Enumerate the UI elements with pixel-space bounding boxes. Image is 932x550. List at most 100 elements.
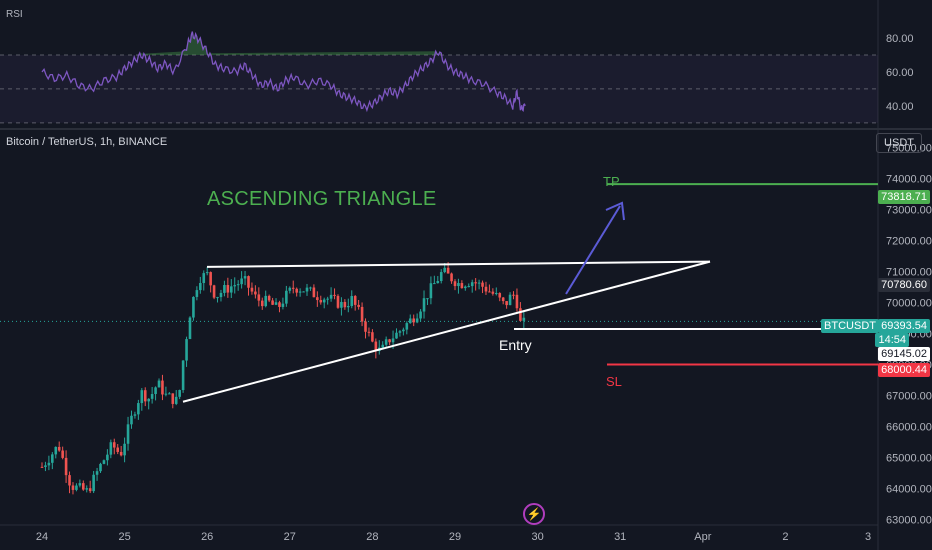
candle-body [467, 286, 471, 288]
candle-body [99, 463, 102, 472]
candle-body [130, 415, 133, 425]
candle-body [501, 297, 505, 302]
candle-body [443, 267, 446, 273]
candle-body [374, 341, 378, 351]
price-tick-label: 64000.00 [886, 484, 932, 496]
candle-body [199, 283, 202, 291]
candle-body [508, 294, 512, 306]
candle-body [333, 294, 336, 296]
candle-body [236, 284, 240, 286]
projection-arrow-head [605, 201, 625, 221]
candle-body [209, 272, 212, 286]
price-tick-label: 63000.00 [886, 515, 932, 527]
resistance-price-tag: 70780.60 [878, 278, 930, 292]
candle-body [450, 273, 453, 282]
candle-body [391, 338, 395, 343]
candle-body [302, 291, 305, 293]
candle-body [340, 301, 343, 308]
candle-body [240, 278, 243, 285]
candle-body [243, 276, 247, 279]
candle-body [343, 301, 347, 308]
candle-body [367, 331, 371, 333]
candle-body [219, 292, 223, 298]
candle-body [498, 293, 502, 298]
candle-body [415, 318, 419, 323]
candle-body [436, 281, 440, 284]
candle-body [102, 460, 106, 464]
candle-body [126, 424, 130, 444]
sl-label: SL [606, 374, 622, 389]
price-tick-label: 70000.00 [886, 298, 932, 310]
candle-body [71, 485, 75, 490]
candle-body [157, 380, 161, 388]
candle-body [477, 282, 481, 284]
candle-body [419, 311, 422, 319]
candle-body [460, 283, 464, 289]
candle-body [357, 304, 360, 307]
candle-body [174, 396, 178, 404]
rsi-label: RSI [6, 9, 23, 20]
candle-body [288, 287, 292, 291]
rsi-tick-label: 40.00 [886, 101, 914, 113]
price-tick-label: 74000.00 [886, 174, 932, 186]
candle-body [150, 394, 154, 399]
candle-body [412, 318, 415, 323]
currency-selector[interactable]: USDT [876, 133, 922, 153]
candle-body [95, 471, 99, 475]
candle-body [205, 272, 209, 274]
tp-price-tag: 73818.71 [878, 190, 930, 204]
candle-body [446, 267, 450, 274]
candle-body [481, 282, 484, 287]
candle-body [439, 272, 443, 282]
candle-body [212, 285, 216, 298]
entry-label: Entry [499, 337, 532, 353]
candle-body [75, 485, 78, 490]
candle-body [267, 295, 271, 301]
pattern-annotation: ASCENDING TRIANGLE [207, 188, 437, 210]
rsi-line [41, 31, 526, 113]
candle-body [484, 286, 488, 292]
time-tick-label: 30 [531, 531, 543, 543]
candle-body [257, 294, 261, 301]
countdown-tag: 14:54 [875, 333, 909, 347]
candle-body [433, 283, 436, 285]
candle-body [271, 300, 274, 305]
time-tick-label: 3 [865, 531, 871, 543]
resistance-line [206, 260, 711, 268]
lightning-icon[interactable]: ⚡ [523, 503, 545, 525]
time-tick-label: 27 [284, 531, 296, 543]
candle-body [112, 442, 116, 448]
candle-body [381, 344, 385, 348]
candle-body [154, 387, 157, 395]
candle-body [470, 282, 474, 287]
candle-body [384, 339, 388, 345]
symbol-title[interactable]: Bitcoin / TetherUS, 1h, BINANCE [6, 136, 168, 148]
rsi-tick-label: 80.00 [886, 33, 914, 45]
candle-body [123, 443, 126, 456]
candle-body [226, 285, 230, 293]
sl-price-tag: 68000.44 [878, 363, 930, 377]
candle-body [422, 298, 426, 312]
entry-price-tag: 69145.02 [878, 347, 930, 361]
candle-body [512, 294, 515, 296]
candle-body [223, 285, 226, 293]
candle-body [395, 332, 398, 339]
price-tick-label: 66000.00 [886, 422, 932, 434]
candle-body [57, 446, 61, 451]
candle-body [61, 450, 64, 458]
price-tick-label: 67000.00 [886, 391, 932, 403]
candle-body [202, 273, 206, 284]
candle-body [264, 295, 268, 307]
candle-body [54, 446, 58, 455]
candle-body [298, 291, 302, 293]
candle-body [522, 317, 526, 321]
candle-body [285, 290, 288, 304]
candle-body [233, 285, 237, 287]
candle-body [305, 287, 309, 292]
candle-body [505, 301, 508, 306]
time-tick-label: 29 [449, 531, 461, 543]
candle-body [254, 291, 257, 295]
price-tick-label: 72000.00 [886, 236, 932, 248]
